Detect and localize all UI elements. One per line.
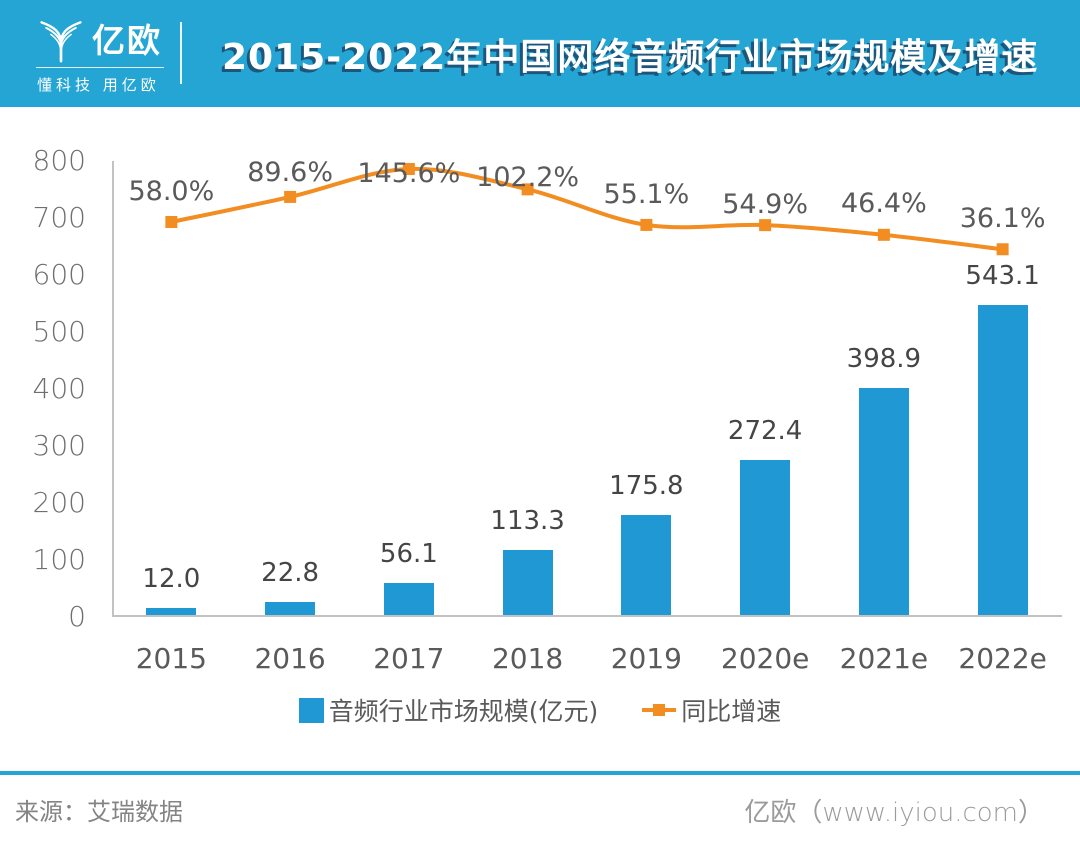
bar-2017 (383, 583, 434, 615)
logo-divider-line (36, 67, 164, 68)
eo-logo-icon (36, 14, 86, 68)
bar-value-label: 272.4 (727, 415, 803, 446)
y-axis-line (112, 161, 114, 617)
bar-value-label: 113.3 (490, 506, 565, 537)
line-marker-2020e (759, 219, 772, 232)
growth-rate-label: 46.4% (840, 187, 927, 219)
x-axis-category-label: 2022e (958, 642, 1047, 675)
data-source-text: 来源：艾瑞数据 (15, 798, 183, 826)
growth-rate-label: 58.0% (128, 175, 215, 207)
footer-brand-text: 亿欧（www.iyiou.com） (744, 798, 1044, 828)
bar-2018 (502, 550, 553, 615)
x-axis-category-label: 2017 (373, 642, 445, 675)
legend-item-market-size: 音频行业市场规模(亿元) (298, 692, 599, 728)
bar-2016 (265, 602, 316, 615)
y-axis-tick-label: 800 (32, 144, 86, 177)
chart-legend: 音频行业市场规模(亿元) 同比增速 (0, 692, 1080, 728)
legend-label-market-size: 音频行业市场规模(亿元) (328, 697, 599, 726)
x-axis-category-label: 2015 (135, 642, 207, 675)
bar-2015 (146, 608, 197, 615)
bar-series-swatch (298, 697, 324, 723)
x-axis-category-label: 2018 (491, 642, 564, 675)
legend-item-growth-rate: 同比增速 (642, 692, 781, 728)
growth-rate-label: 89.6% (247, 156, 334, 188)
chart-title: 2015-2022年中国网络音频行业市场规模及增速 (222, 36, 1039, 78)
x-axis-line (112, 615, 1062, 617)
line-marker-2019 (640, 218, 653, 231)
y-axis-tick-label: 100 (32, 543, 86, 576)
bar-value-label: 12.0 (142, 564, 201, 595)
brand-tagline: 懂科技 用亿欧 (37, 76, 160, 94)
growth-rate-label: 54.9% (722, 189, 809, 221)
line-marker-2016 (284, 190, 297, 203)
brand-name: 亿欧 (92, 21, 162, 60)
x-axis-category-label: 2019 (610, 642, 682, 675)
y-axis-tick-label: 500 (32, 315, 86, 348)
y-axis-tick-label: 700 (32, 201, 86, 234)
line-marker-2021e (877, 228, 890, 241)
bar-value-label: 175.8 (609, 470, 684, 501)
y-axis-tick-label: 200 (32, 486, 86, 519)
footer-accent-rule (0, 771, 1080, 775)
growth-rate-label: 55.1% (603, 178, 690, 210)
line-marker-2015 (165, 215, 178, 228)
header-banner: 亿欧 懂科技 用亿欧 2015-2022年中国网络音频行业市场规模及增速 (0, 0, 1080, 107)
growth-rate-label: 102.2% (476, 162, 580, 194)
y-axis-tick-label: 300 (32, 429, 86, 462)
y-axis-tick-label: 400 (32, 372, 86, 405)
growth-rate-label: 36.1% (959, 203, 1046, 235)
growth-rate-label: 145.6% (357, 157, 461, 189)
y-axis-tick-label: 600 (32, 258, 86, 291)
x-axis-category-label: 2020e (720, 642, 810, 675)
bar-2020e (740, 459, 791, 615)
header-vertical-divider (180, 22, 182, 84)
bar-2021e (858, 387, 909, 615)
x-axis-category-label: 2021e (839, 642, 929, 675)
bar-2019 (621, 514, 672, 615)
x-axis-category-label: 2016 (254, 642, 326, 675)
bar-value-label: 398.9 (846, 343, 922, 374)
bar-value-label: 56.1 (379, 539, 438, 570)
y-axis-tick-label: 0 (68, 600, 86, 633)
bar-value-label: 22.8 (261, 558, 320, 588)
bar-value-label: 543.1 (965, 261, 1040, 292)
eo-logo: 亿欧 懂科技 用亿欧 (36, 14, 186, 94)
line-series-marker (642, 703, 677, 717)
legend-label-growth-rate: 同比增速 (681, 697, 782, 726)
bar-2022e (977, 305, 1028, 615)
line-marker-2022e (996, 243, 1009, 256)
